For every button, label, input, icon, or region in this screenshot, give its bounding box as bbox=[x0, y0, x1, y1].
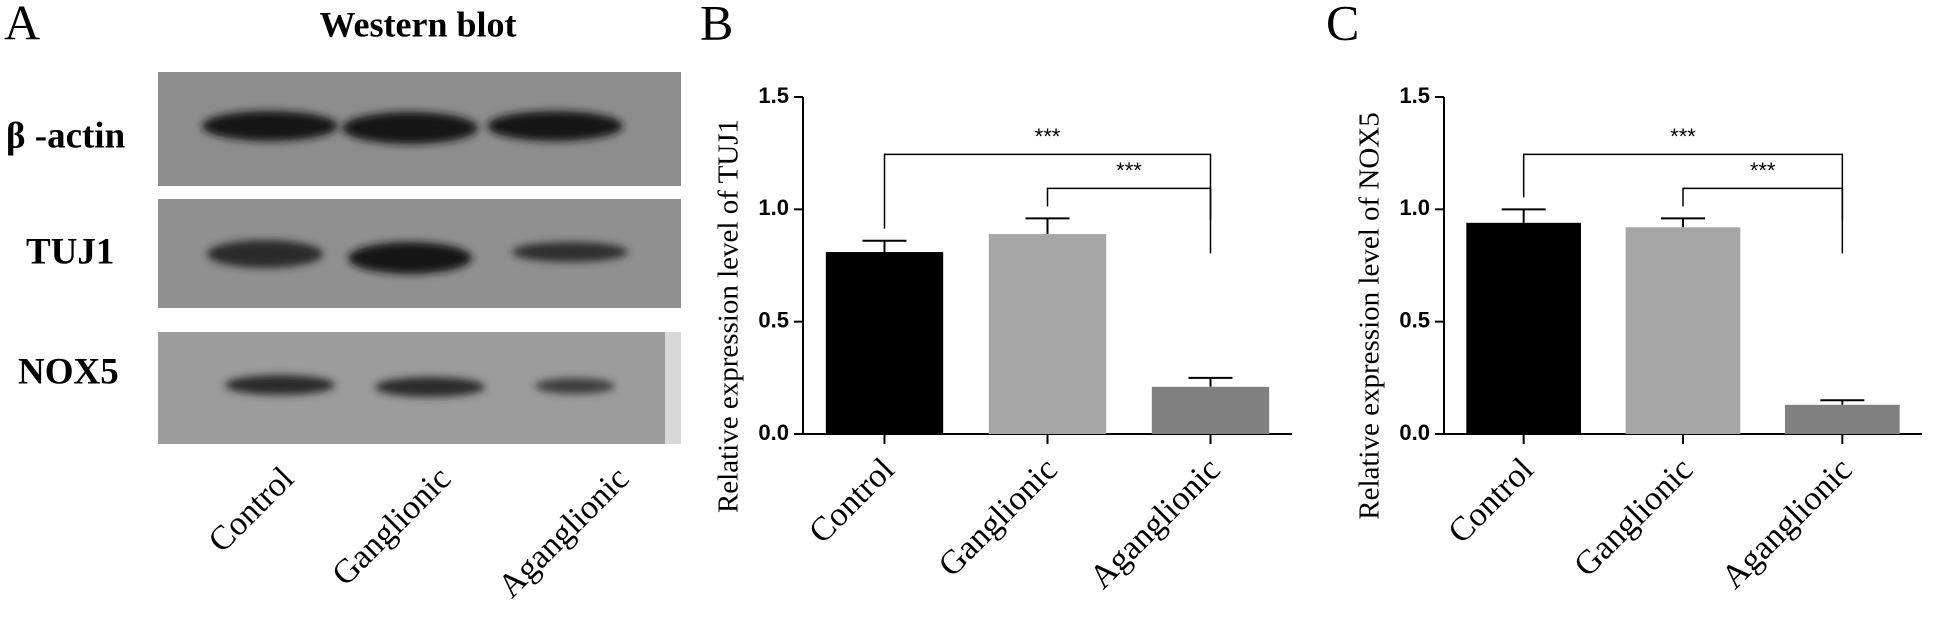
bar bbox=[1784, 404, 1900, 434]
x-tick-label: Aganglionic bbox=[1083, 451, 1228, 596]
significance-label: *** bbox=[1670, 124, 1696, 149]
y-axis-label: Relative expression level of NOX5 bbox=[1354, 112, 1386, 520]
panel-label: B bbox=[700, 0, 733, 50]
row-label: β -actin bbox=[6, 115, 126, 156]
x-tick-label: Control bbox=[1441, 451, 1541, 551]
panel-label: A bbox=[4, 0, 40, 50]
significance-label: *** bbox=[1116, 158, 1142, 183]
row-label: NOX5 bbox=[18, 351, 119, 392]
x-tick-label: Control bbox=[802, 451, 902, 551]
bar bbox=[988, 234, 1107, 434]
blot-edge bbox=[665, 332, 681, 444]
y-axis-label: Relative expression level of TUJ1 bbox=[713, 119, 745, 513]
significance-label: *** bbox=[1035, 124, 1061, 149]
y-tick-label: 0.0 bbox=[1399, 420, 1430, 445]
lane-label: Control bbox=[202, 460, 302, 560]
x-tick-label: Ganglionic bbox=[932, 451, 1065, 584]
y-tick-label: 0.0 bbox=[758, 420, 789, 445]
significance-bracket bbox=[1682, 187, 1844, 254]
y-tick-label: 0.5 bbox=[758, 307, 789, 332]
significance-label: *** bbox=[1750, 158, 1776, 183]
y-tick-label: 1.5 bbox=[758, 83, 789, 108]
significance-bracket bbox=[883, 153, 1212, 229]
significance-bracket bbox=[1522, 153, 1844, 220]
x-tick-label: Ganglionic bbox=[1567, 451, 1700, 584]
bar bbox=[825, 252, 944, 434]
x-tick-label: Aganglionic bbox=[1714, 451, 1859, 596]
bar bbox=[1625, 227, 1741, 434]
bar bbox=[1466, 222, 1582, 434]
bands bbox=[202, 111, 628, 397]
blot-title: Western blot bbox=[320, 4, 517, 44]
western-blot-panel: A Western blot β -actin TUJ1 NOX5 Contro… bbox=[4, 0, 681, 605]
y-tick-label: 1.0 bbox=[1399, 195, 1430, 220]
row-label: TUJ1 bbox=[26, 231, 114, 272]
lane-label: Ganglionic bbox=[325, 460, 458, 593]
significance-bracket bbox=[1046, 187, 1212, 254]
bar bbox=[1151, 386, 1270, 434]
y-tick-label: 0.5 bbox=[1399, 307, 1430, 332]
lane-label: Aganglionic bbox=[491, 460, 636, 605]
panel-label: C bbox=[1326, 0, 1359, 50]
y-tick-label: 1.5 bbox=[1399, 83, 1430, 108]
y-tick-label: 1.0 bbox=[758, 195, 789, 220]
